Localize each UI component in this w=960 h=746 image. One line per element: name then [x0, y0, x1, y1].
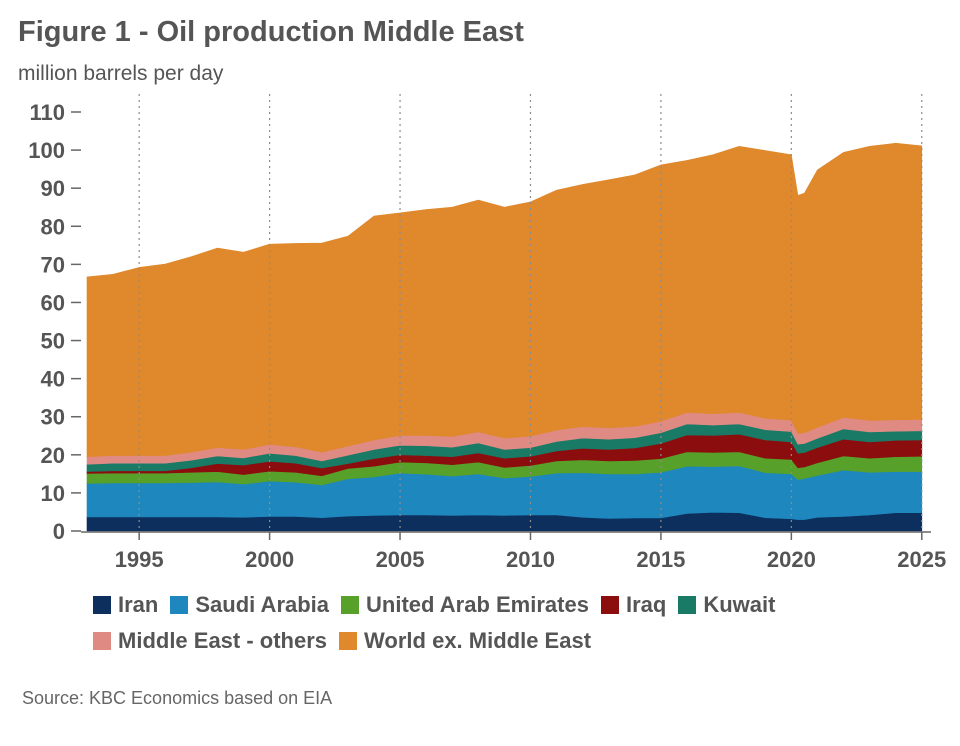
chart-legend: Iran Saudi Arabia United Arab Emirates Iraq…	[93, 592, 933, 664]
legend-swatch	[93, 596, 111, 614]
y-tick-label: 50	[41, 329, 65, 354]
legend-swatch	[678, 596, 697, 614]
legend-item: Kuwait	[678, 592, 775, 618]
x-tick-label: 2005	[376, 547, 425, 572]
y-tick-label: 100	[28, 138, 65, 163]
legend-swatch	[170, 596, 189, 614]
legend-row: Middle East - others World ex. Middle Eas…	[93, 628, 933, 654]
legend-swatch	[93, 632, 111, 650]
legend-item: Middle East - others	[93, 628, 327, 654]
y-tick-label: 90	[41, 176, 65, 201]
legend-label: Iran	[118, 592, 159, 617]
x-tick-label: 2015	[636, 547, 685, 572]
y-tick-label: 80	[41, 214, 65, 239]
legend-item: Iran	[93, 592, 158, 618]
legend-item: World ex. Middle East	[339, 628, 591, 654]
legend-item: Saudi Arabia	[170, 592, 329, 618]
x-tick-label: 2025	[897, 547, 946, 572]
y-tick-label: 30	[41, 405, 65, 430]
legend-item: Iraq	[600, 592, 667, 618]
chart-title: Figure 1 - Oil production Middle East	[18, 16, 524, 48]
y-tick-label: 0	[53, 519, 65, 544]
legend-label: United Arab Emirates	[366, 592, 589, 617]
legend-label: World ex. Middle East	[364, 628, 592, 653]
y-tick-label: 10	[41, 481, 65, 506]
legend-label: Middle East - others	[118, 628, 328, 653]
x-tick-label: 2020	[767, 547, 816, 572]
y-tick-label: 110	[30, 100, 66, 125]
source-note: Source: KBC Economics based on EIA	[22, 688, 333, 708]
legend-swatch	[341, 596, 360, 614]
legend-swatch	[339, 632, 358, 650]
legend-label: Saudi Arabia	[195, 592, 330, 617]
legend-label: Kuwait	[703, 592, 776, 617]
y-tick-label: 70	[41, 252, 65, 277]
legend-row: Iran Saudi Arabia United Arab Emirates Iraq…	[93, 592, 933, 618]
chart-subtitle: million barrels per day	[18, 62, 224, 85]
legend-label: Iraq	[625, 592, 667, 617]
x-tick-label: 1995	[115, 547, 164, 572]
x-tick-label: 2010	[506, 547, 555, 572]
legend-item: United Arab Emirates	[341, 592, 589, 618]
y-tick-label: 40	[41, 367, 65, 392]
y-tick-label: 20	[41, 443, 65, 468]
legend-swatch	[600, 596, 619, 614]
x-tick-label: 2000	[245, 547, 294, 572]
y-tick-label: 60	[41, 290, 65, 315]
series-area-world-ex-middle-east	[86, 142, 923, 458]
